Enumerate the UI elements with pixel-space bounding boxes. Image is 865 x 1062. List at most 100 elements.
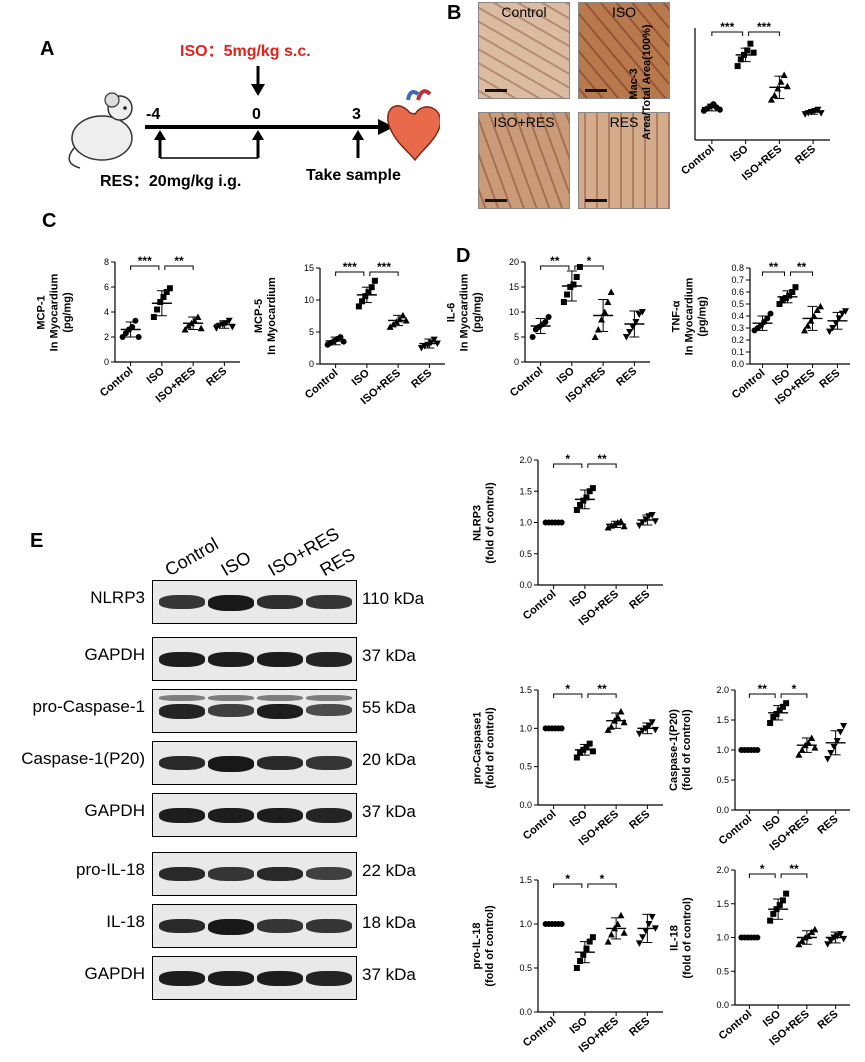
y-tick-label: 0.5 [731,299,744,309]
data-point [212,325,220,332]
blot-band [257,756,303,771]
molecular-weight-label: 37 kDa [362,646,416,665]
data-point [833,738,841,745]
y-tick-label: 5 [309,327,314,337]
data-point [573,754,580,761]
y-tick-label: 0.5 [519,549,532,559]
y-axis-title-line: (fold of control) [484,481,496,564]
data-point [747,40,754,47]
significance-bracket [335,271,365,276]
x-tick-label: Control [521,1015,559,1049]
y-axis-title-line: pro-Caspase1 [471,711,483,784]
x-tick-label: ISO [145,365,168,387]
significance-bracket [130,265,160,270]
data-point [744,47,751,54]
data-point [776,707,783,714]
y-axis-title-line: IL-18 [668,924,680,951]
y-tick-label: 1.5 [519,685,532,695]
y-tick-label: 0.1 [731,347,744,357]
blot-band [306,919,352,933]
blot-label: GAPDH [84,964,145,983]
blot-strip [152,689,357,733]
blot-label: Caspase-1(P20) [21,749,145,768]
significance-bracket [587,463,617,468]
significance-label: ** [769,260,779,274]
molecular-weight-label: 37 kDa [362,802,416,821]
data-point [648,913,656,921]
data-point [542,319,549,325]
scale-bar [485,89,507,92]
data-point [776,902,783,909]
molecular-weight-label: 20 kDa [362,750,416,769]
data-point [577,957,584,964]
y-tick-label: 0.5 [716,775,729,785]
take-sample-label: Take sample [306,167,401,184]
data-point [842,308,849,315]
y-axis-title-line: (pg/mg) [696,295,708,337]
data-point [529,334,536,340]
y-axis-title-line: Caspase-1(P20) [668,709,680,791]
histology-control: Control [478,2,570,99]
data-point [228,324,236,331]
data-point [826,328,833,336]
data-point [801,326,808,334]
blot-band [306,808,352,823]
significance-bracket [553,463,583,468]
molecular-weight-label: 37 kDa [362,965,416,984]
data-point [591,333,599,340]
molecular-weight-label: 22 kDa [362,861,416,880]
x-tick-label: ISO [568,808,591,830]
data-point [135,334,142,340]
data-point [577,502,584,508]
x-tick-label: Control [717,1008,755,1042]
blot-band [306,652,352,667]
y-tick-label: 0.0 [731,359,744,369]
data-point [770,714,777,720]
y-tick-label: 0.0 [519,580,532,590]
y-tick-label: 0.8 [731,263,744,273]
y-tick-label: 5 [514,332,519,342]
significance-bracket [587,693,617,698]
data-point [750,49,757,56]
y-axis-title-line: In Myocardium [458,273,470,351]
scale-bar [485,199,507,202]
data-point [589,485,596,492]
data-point [824,756,832,763]
data-point [811,925,819,933]
significance-label: * [600,872,605,886]
y-axis-title-line: TNF-α [670,300,682,332]
y-tick-label: 1.0 [716,933,729,943]
blot-band [208,704,254,717]
y-tick-label: 1.0 [716,745,729,755]
data-point [767,96,775,103]
blot-band [208,756,254,772]
y-tick-label: 0.2 [731,335,744,345]
y-tick-label: 0.3 [731,323,744,333]
data-point [836,931,844,938]
x-tick-label: Control [508,365,546,399]
significance-bracket [762,271,785,276]
data-point [132,317,139,324]
data-point [577,749,584,756]
data-point [638,309,646,316]
x-tick-label: Control [303,367,341,401]
y-tick-label: 0.5 [519,762,532,772]
y-axis-title: IL-6 In Myocardium (pg/mg) [445,262,484,362]
y-tick-label: 0.0 [519,800,532,810]
data-point [622,334,630,341]
histology-iso-res: ISO+RES [478,112,570,209]
data-point [197,324,205,332]
data-point [776,301,783,307]
data-point [598,316,606,323]
data-point [614,920,622,927]
data-point [583,945,590,952]
blot-band [208,695,254,701]
significance-label: ** [758,682,768,696]
histology-label: RES [609,114,639,130]
data-point [580,497,587,504]
molecular-weight-label: 18 kDa [362,913,416,932]
y-axis-title: MCP-5 In Myocardium [253,268,279,364]
blot-strip [152,637,357,681]
